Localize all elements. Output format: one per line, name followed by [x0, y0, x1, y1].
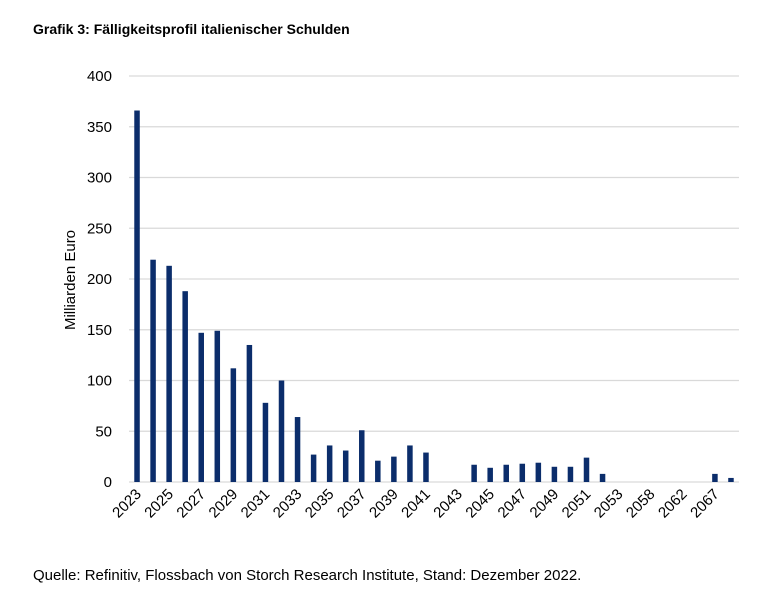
- y-tick-label: 250: [87, 220, 112, 237]
- x-tick-label: 2037: [334, 486, 370, 522]
- x-tick-label: 2031: [238, 486, 274, 522]
- gridlines: [129, 75, 739, 483]
- x-tick-label: 2029: [206, 486, 242, 522]
- y-tick-label: 0: [104, 474, 112, 491]
- bar-2048: [535, 462, 542, 482]
- bar-2052: [599, 473, 606, 482]
- bar-2032: [278, 380, 285, 482]
- x-tick-label: 2049: [527, 486, 563, 522]
- bar-2041: [423, 452, 429, 482]
- bar-2030: [246, 344, 253, 482]
- x-tick-label: 2039: [366, 486, 402, 522]
- x-tick-label: 2045: [462, 486, 498, 522]
- y-tick-label: 200: [87, 271, 112, 288]
- bar-2023: [134, 110, 140, 482]
- x-tick-label: 2033: [270, 486, 306, 522]
- x-tick-label: 2025: [141, 486, 177, 522]
- bar-2038: [375, 460, 381, 482]
- x-tick-label: 2058: [623, 486, 659, 522]
- bar-2040: [407, 445, 413, 482]
- y-tick-label: 100: [87, 373, 112, 390]
- y-tick-label: 350: [87, 119, 112, 136]
- x-tick-label: 2041: [398, 486, 434, 522]
- y-tick-labels: 0 50 100 150 200 250 300 350 400: [87, 68, 112, 491]
- bar-2044: [471, 464, 477, 482]
- y-tick-label: 150: [87, 322, 112, 339]
- x-tick-labels: 2023202520272029203120332035203720392041…: [109, 486, 723, 522]
- bar-chart: 0 50 100 150 200 250 300 350 400 202320252027202…: [62, 68, 739, 522]
- bar-2072: [728, 477, 734, 482]
- x-tick-label: 2067: [687, 486, 723, 522]
- x-tick-label: 2035: [302, 486, 338, 522]
- chart-title: Grafik 3: Fälligkeitsprofil italienische…: [33, 21, 350, 37]
- bars: [134, 110, 734, 482]
- bar-2036: [342, 450, 349, 482]
- y-tick-label: 400: [87, 68, 112, 85]
- x-tick-label: 2027: [173, 486, 209, 522]
- bar-2047: [519, 463, 526, 482]
- bar-2029: [230, 368, 237, 482]
- bar-2035: [326, 445, 333, 482]
- x-tick-label: 2053: [591, 486, 627, 522]
- x-tick-label: 2047: [494, 486, 530, 522]
- bar-2039: [391, 456, 397, 482]
- bar-2045: [487, 467, 493, 482]
- bar-2049: [551, 466, 558, 482]
- x-tick-label: 2023: [109, 486, 145, 522]
- bar-2051: [583, 457, 590, 482]
- bar-2027: [198, 332, 204, 482]
- x-tick-label: 2043: [430, 486, 466, 522]
- source-note: Quelle: Refinitiv, Flossbach von Storch …: [33, 567, 582, 584]
- x-tick-label: 2062: [655, 486, 691, 522]
- y-tick-label: 300: [87, 170, 112, 187]
- bar-2037: [359, 430, 365, 482]
- bar-2033: [294, 417, 301, 482]
- bar-2025: [166, 265, 172, 482]
- bar-2026: [182, 291, 188, 482]
- bar-2031: [262, 402, 269, 482]
- x-tick-label: 2051: [559, 486, 595, 522]
- bar-2034: [310, 454, 317, 482]
- bar-2067: [712, 473, 718, 482]
- y-axis-label: Milliarden Euro: [62, 230, 79, 330]
- bar-2024: [150, 259, 156, 482]
- bar-2028: [214, 330, 221, 482]
- bar-2046: [503, 464, 509, 482]
- y-tick-label: 50: [95, 423, 112, 440]
- bar-2050: [567, 466, 574, 482]
